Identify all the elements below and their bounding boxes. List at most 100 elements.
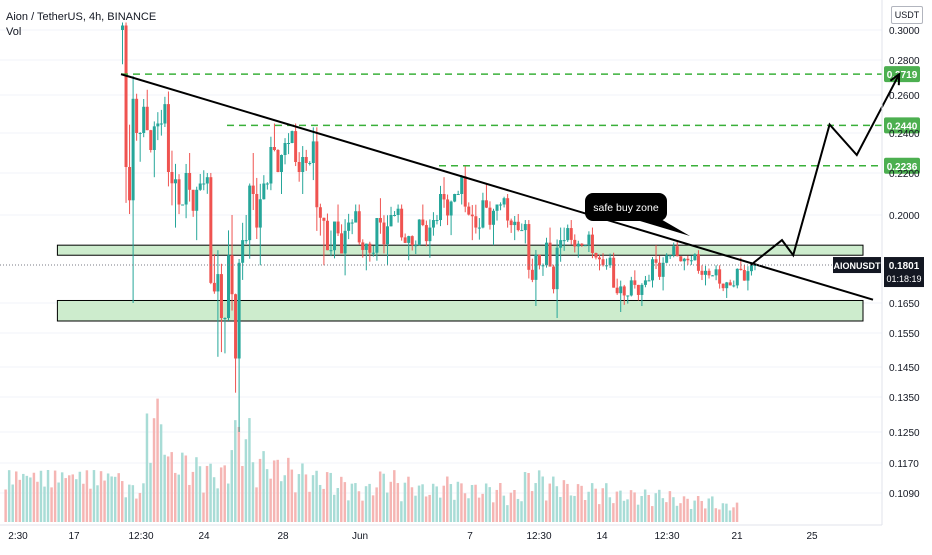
candle-body	[361, 242, 365, 250]
candle-body	[223, 318, 227, 319]
volume-bar	[4, 489, 7, 522]
candle-body	[343, 230, 347, 254]
currency-button[interactable]: USDT	[891, 6, 923, 24]
candle-body	[375, 218, 379, 253]
symbol-title: Aion / TetherUS, 4h, BINANCE	[6, 11, 157, 23]
volume-bar	[29, 477, 32, 522]
volume-bar	[721, 503, 725, 522]
candle-body	[707, 270, 711, 276]
annotation-pointer	[640, 214, 690, 236]
volume-bar	[661, 498, 665, 522]
volume-bar	[85, 470, 89, 522]
volume-bar	[576, 484, 580, 522]
volume-bar	[654, 493, 658, 522]
candle-body	[456, 194, 460, 195]
candle-body	[283, 143, 287, 155]
volume-bar	[188, 484, 191, 522]
volume-bar	[124, 497, 128, 522]
time-axis-tick: 17	[68, 531, 80, 542]
candle-body	[470, 214, 474, 217]
candle-body	[742, 270, 746, 281]
candle-body	[166, 104, 170, 172]
volume-bar	[527, 473, 530, 522]
volume-bar	[552, 476, 555, 522]
volume-bar	[502, 495, 506, 522]
price-axis-tick: 0.3000	[889, 26, 920, 37]
volume-bar	[315, 470, 318, 522]
volume-bar	[492, 502, 495, 522]
candle-body	[721, 283, 725, 289]
volume-bar	[488, 487, 491, 522]
volume-bar	[643, 489, 647, 522]
candle-body	[417, 219, 421, 246]
volume-bar	[587, 491, 590, 522]
candle-body	[311, 141, 315, 163]
volume-bar	[78, 471, 82, 522]
candle-body	[378, 218, 382, 223]
current-price-label: 0.1801	[889, 261, 920, 272]
candle-body	[435, 220, 439, 222]
candle-body	[594, 252, 598, 258]
candle-body	[566, 228, 570, 241]
volume-bar	[477, 497, 481, 522]
candle-body	[262, 183, 266, 200]
volume-bar	[516, 498, 520, 522]
volume-bar	[382, 473, 385, 522]
volume-bar	[209, 463, 212, 522]
volume-bar	[506, 505, 509, 522]
volume-bar	[495, 489, 499, 522]
candle-body	[580, 243, 584, 246]
target-level-label: 0.2440	[887, 121, 918, 132]
volume-bar	[11, 484, 14, 522]
candle-body	[403, 237, 407, 243]
volume-bar	[25, 475, 29, 522]
candle-body	[329, 250, 333, 252]
volume-bar	[665, 502, 668, 522]
candle-body	[424, 225, 428, 242]
volume-bar	[718, 509, 721, 522]
volume-bar	[170, 452, 173, 522]
candle-body	[350, 222, 354, 224]
candle-body	[460, 176, 464, 194]
price-axis-tick: 0.2400	[889, 129, 920, 140]
volume-bar	[301, 463, 304, 522]
candle-body	[492, 210, 495, 225]
candle-body	[400, 208, 404, 238]
volume-bar	[590, 483, 594, 522]
volume-bar	[711, 496, 714, 522]
candle-body	[258, 199, 262, 228]
volume-bar	[223, 465, 226, 522]
volume-bar	[357, 491, 361, 522]
volume-bar	[378, 471, 382, 522]
candle-body	[219, 274, 223, 318]
volume-bar	[272, 460, 276, 522]
volume-bar	[241, 465, 244, 522]
candle-body	[336, 221, 340, 234]
candle-body	[124, 25, 128, 167]
volume-bar	[435, 486, 438, 522]
volume-bar	[46, 470, 50, 522]
time-axis-tick: 21	[731, 531, 743, 542]
time-axis-tick: 25	[806, 531, 818, 542]
volume-bar	[463, 493, 467, 522]
volume-bar	[725, 503, 728, 522]
volume-bar	[237, 426, 241, 522]
current-price-tag-bg	[884, 257, 924, 288]
volume-bar	[545, 500, 548, 522]
candle-body	[725, 282, 729, 289]
candle-body	[735, 268, 739, 286]
candle-body	[322, 217, 326, 221]
volume-bar	[456, 481, 460, 522]
candle-body	[647, 280, 651, 282]
volume-bar	[735, 502, 739, 522]
volume-bar	[135, 498, 138, 522]
volume-bar	[615, 491, 619, 522]
volume-bar	[682, 496, 686, 522]
volume-bar	[704, 508, 707, 522]
time-axis-tick: Jun	[352, 531, 368, 542]
candle-body	[665, 255, 669, 263]
candle-body	[679, 256, 683, 262]
candle-body	[696, 254, 700, 271]
